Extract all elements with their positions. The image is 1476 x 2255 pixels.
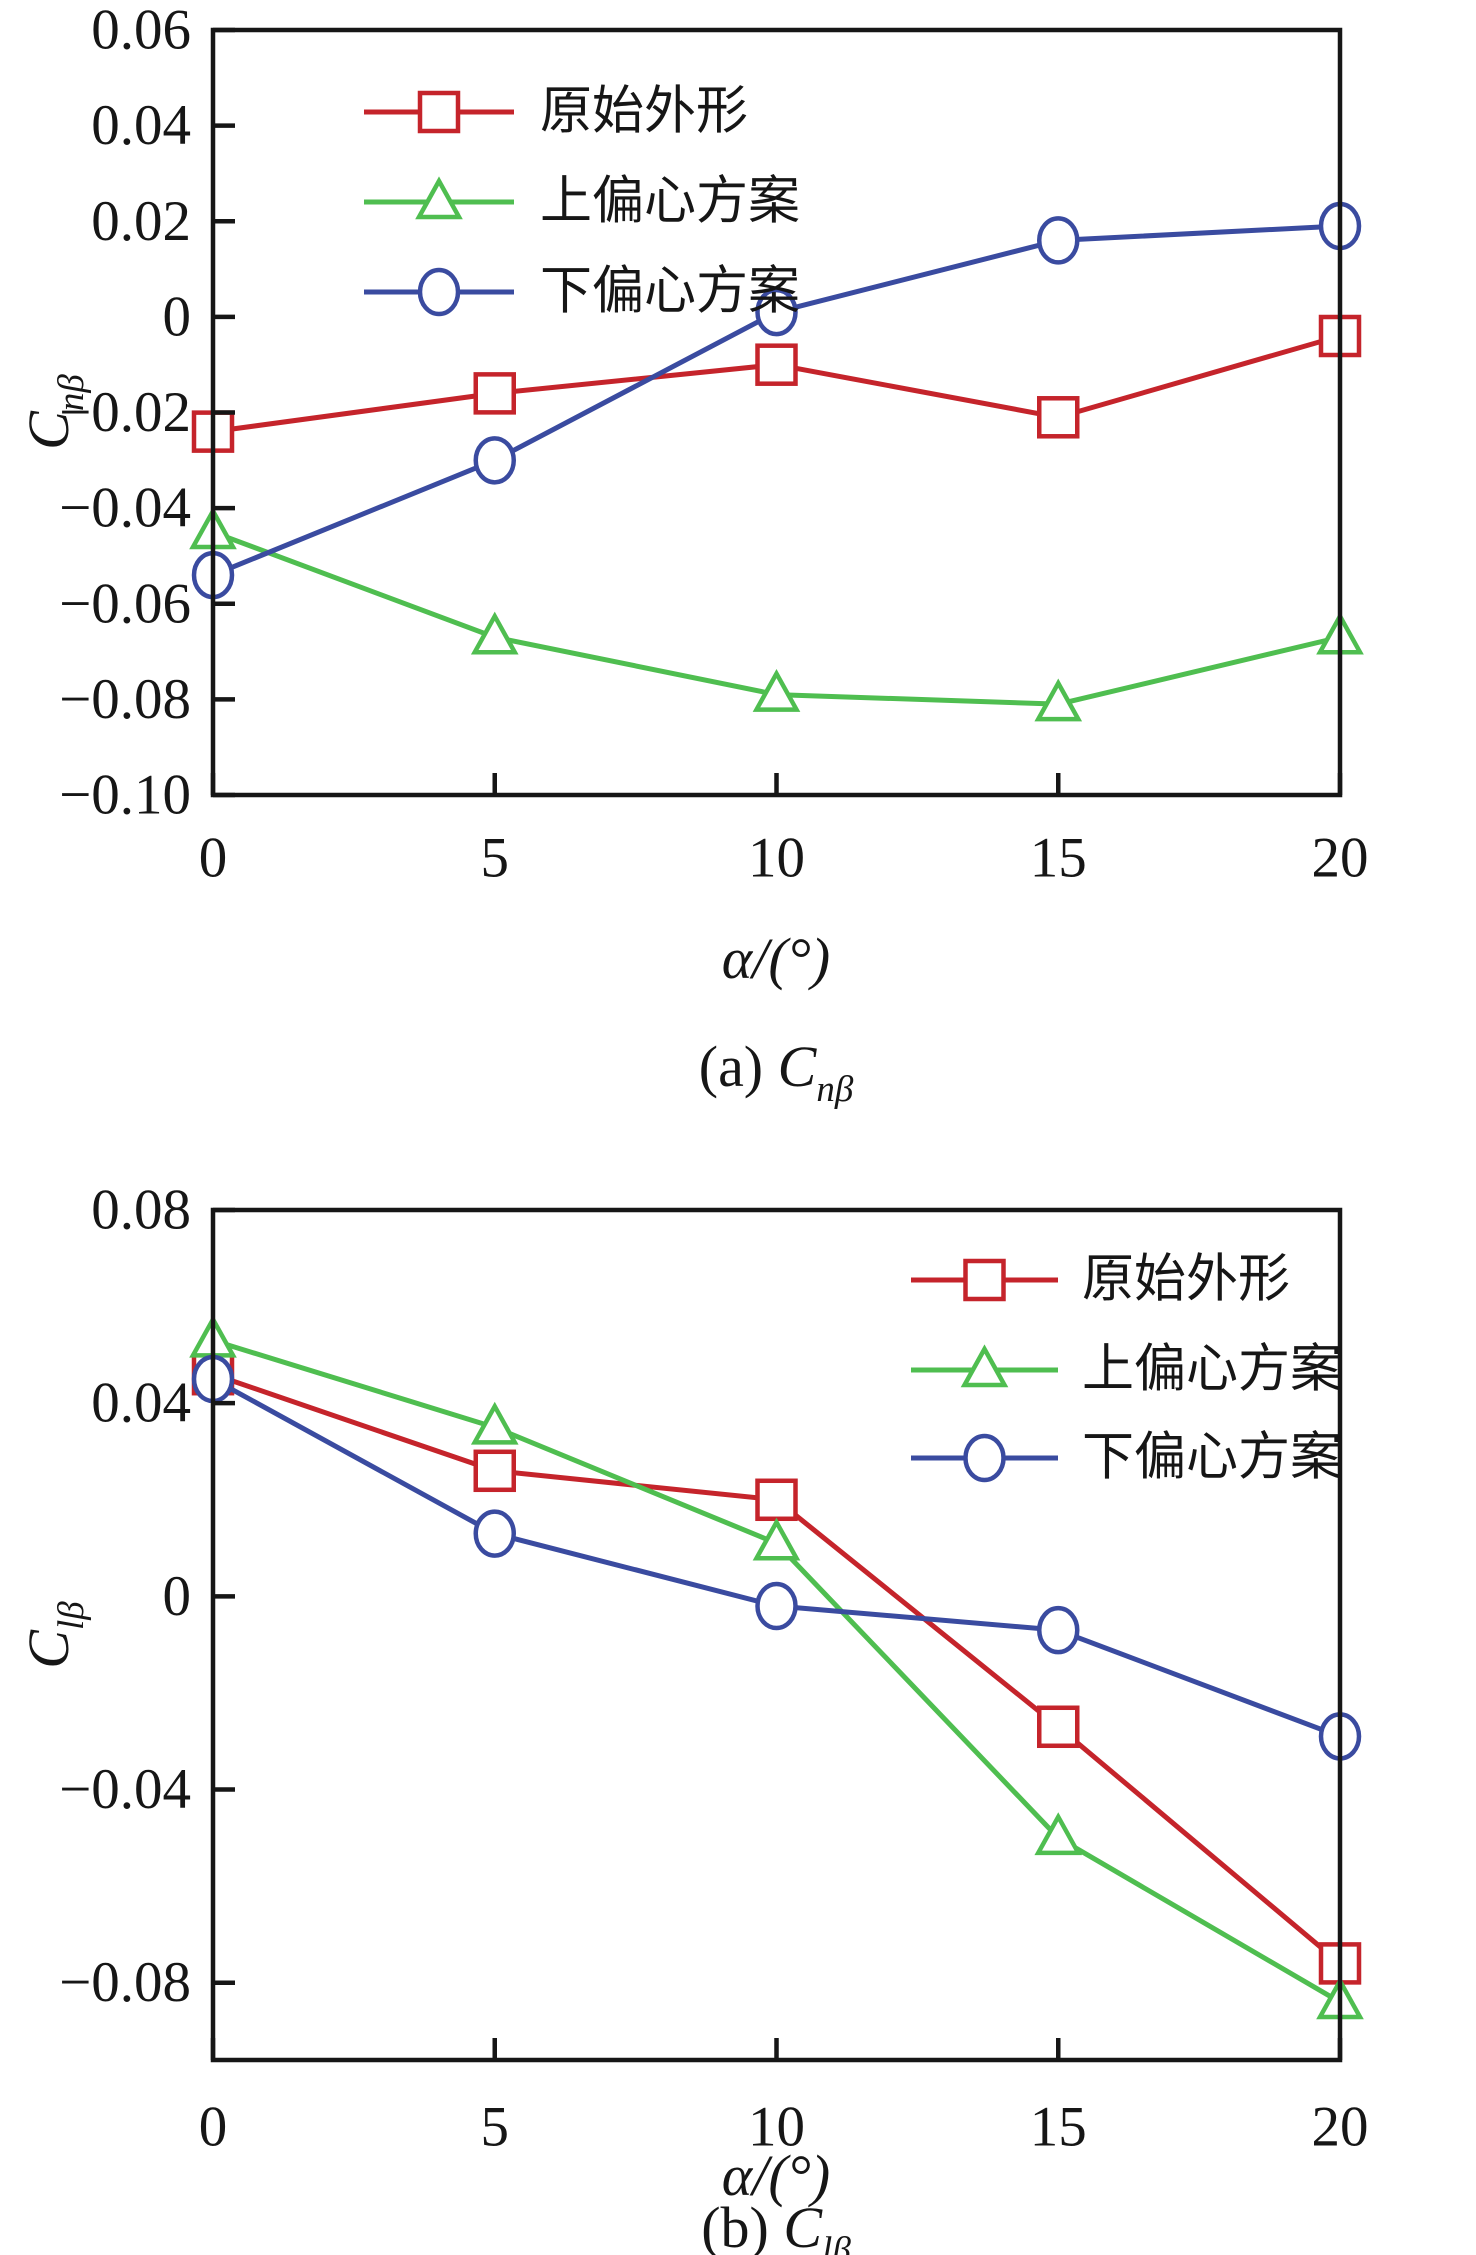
square-marker [1037,1705,1080,1749]
circle-marker [1037,216,1080,265]
triangle-marker [470,611,519,655]
circle-marker [417,267,461,317]
y-tick-label: 0.04 [91,94,191,157]
series-upper-eccentric [189,1314,1364,2020]
triangle-marker [415,176,463,220]
legend-label-original-shape: 原始外形 [1082,1252,1290,1309]
x-tick-label: 10 [748,827,805,890]
square-marker [473,1449,516,1493]
square-marker [417,90,461,134]
y-tick-label: 0 [163,285,192,348]
y-tick-label: −0.08 [59,1951,191,2014]
chart-a-caption: (a) Cnβ [699,1034,854,1110]
x-tick-label: 0 [199,2096,228,2159]
square-marker [755,1478,798,1522]
legend-label-upper-eccentric: 上偏心方案 [1082,1342,1342,1399]
x-tick-label: 20 [1312,827,1369,890]
x-tick-label: 15 [1030,2096,1087,2159]
circle-marker [963,1433,1006,1483]
axis-ticks: 0.08 0.04 0 −0.04 −0.08 0 5 10 15 20 [59,1179,1368,2159]
chart-a-x-axis-title: α/(°) [722,926,830,991]
y-tick-label: 0.06 [91,0,191,62]
chart-b-caption: (b) Clβ [701,2195,851,2255]
square-marker [1037,396,1080,439]
chart-a-plot-area: 原始外形上偏心方案下偏心方案0.060.040.020−0.02−0.04−0.… [59,0,1368,890]
x-tick-label: 15 [1030,827,1087,890]
legend-label-lower-eccentric: 下偏心方案 [1082,1430,1342,1487]
square-marker [963,1258,1006,1302]
y-tick-label: −0.02 [59,381,191,444]
triangle-marker [470,1401,519,1445]
y-tick-label: −0.04 [59,477,191,540]
y-tick-label: 0.02 [91,190,191,253]
legend-item-original-shape: 原始外形 [364,84,748,141]
x-tick-label: 0 [199,827,228,890]
circle-marker [1037,1605,1080,1655]
legend-item-lower-eccentric: 下偏心方案 [911,1430,1342,1487]
legend-item-upper-eccentric: 上偏心方案 [911,1342,1342,1399]
x-tick-label: 20 [1312,2096,1369,2159]
x-tick-label: 10 [748,2096,805,2159]
circle-marker [473,436,516,485]
x-tick-label: 5 [481,2096,510,2159]
y-tick-label: 0.08 [91,1179,191,1242]
legend-item-upper-eccentric: 上偏心方案 [364,174,800,231]
triangle-marker [752,668,801,712]
legend-label-upper-eccentric: 上偏心方案 [540,174,800,231]
axis-box [210,1207,1343,2063]
legend-item-lower-eccentric: 下偏心方案 [364,264,800,321]
x-tick-label: 5 [481,827,510,890]
circle-marker [473,1509,516,1558]
legend-label-original-shape: 原始外形 [540,84,748,141]
circle-marker [755,287,798,337]
triangle-marker [752,1517,801,1561]
y-tick-label: −0.08 [59,668,191,731]
y-tick-label: −0.04 [59,1758,191,1821]
triangle-marker [960,1344,1009,1388]
chart-a-y-axis-title: Cnβ [16,374,92,450]
series-original-shape [191,314,1362,453]
circle-marker [755,1581,798,1631]
chart-b-y-axis-title: Clβ [16,1601,92,1669]
square-marker [473,372,516,415]
chart-b-x-axis-title: α/(°) [722,2143,830,2208]
y-tick-label: −0.10 [59,764,191,827]
y-tick-label: 0.04 [91,1372,191,1435]
triangle-marker [1034,678,1083,722]
legend-item-original-shape: 原始外形 [911,1252,1290,1309]
axis-box [210,27,1343,798]
triangle-marker [1034,1812,1083,1856]
legend-label-lower-eccentric: 下偏心方案 [540,264,800,321]
square-marker [755,343,798,386]
y-tick-label: −0.06 [59,572,191,635]
axis-ticks: 0.060.040.020−0.02−0.04−0.06−0.08−0.100 5… [59,0,1368,890]
y-tick-label: 0 [163,1565,192,1628]
series-upper-eccentric [189,506,1364,722]
